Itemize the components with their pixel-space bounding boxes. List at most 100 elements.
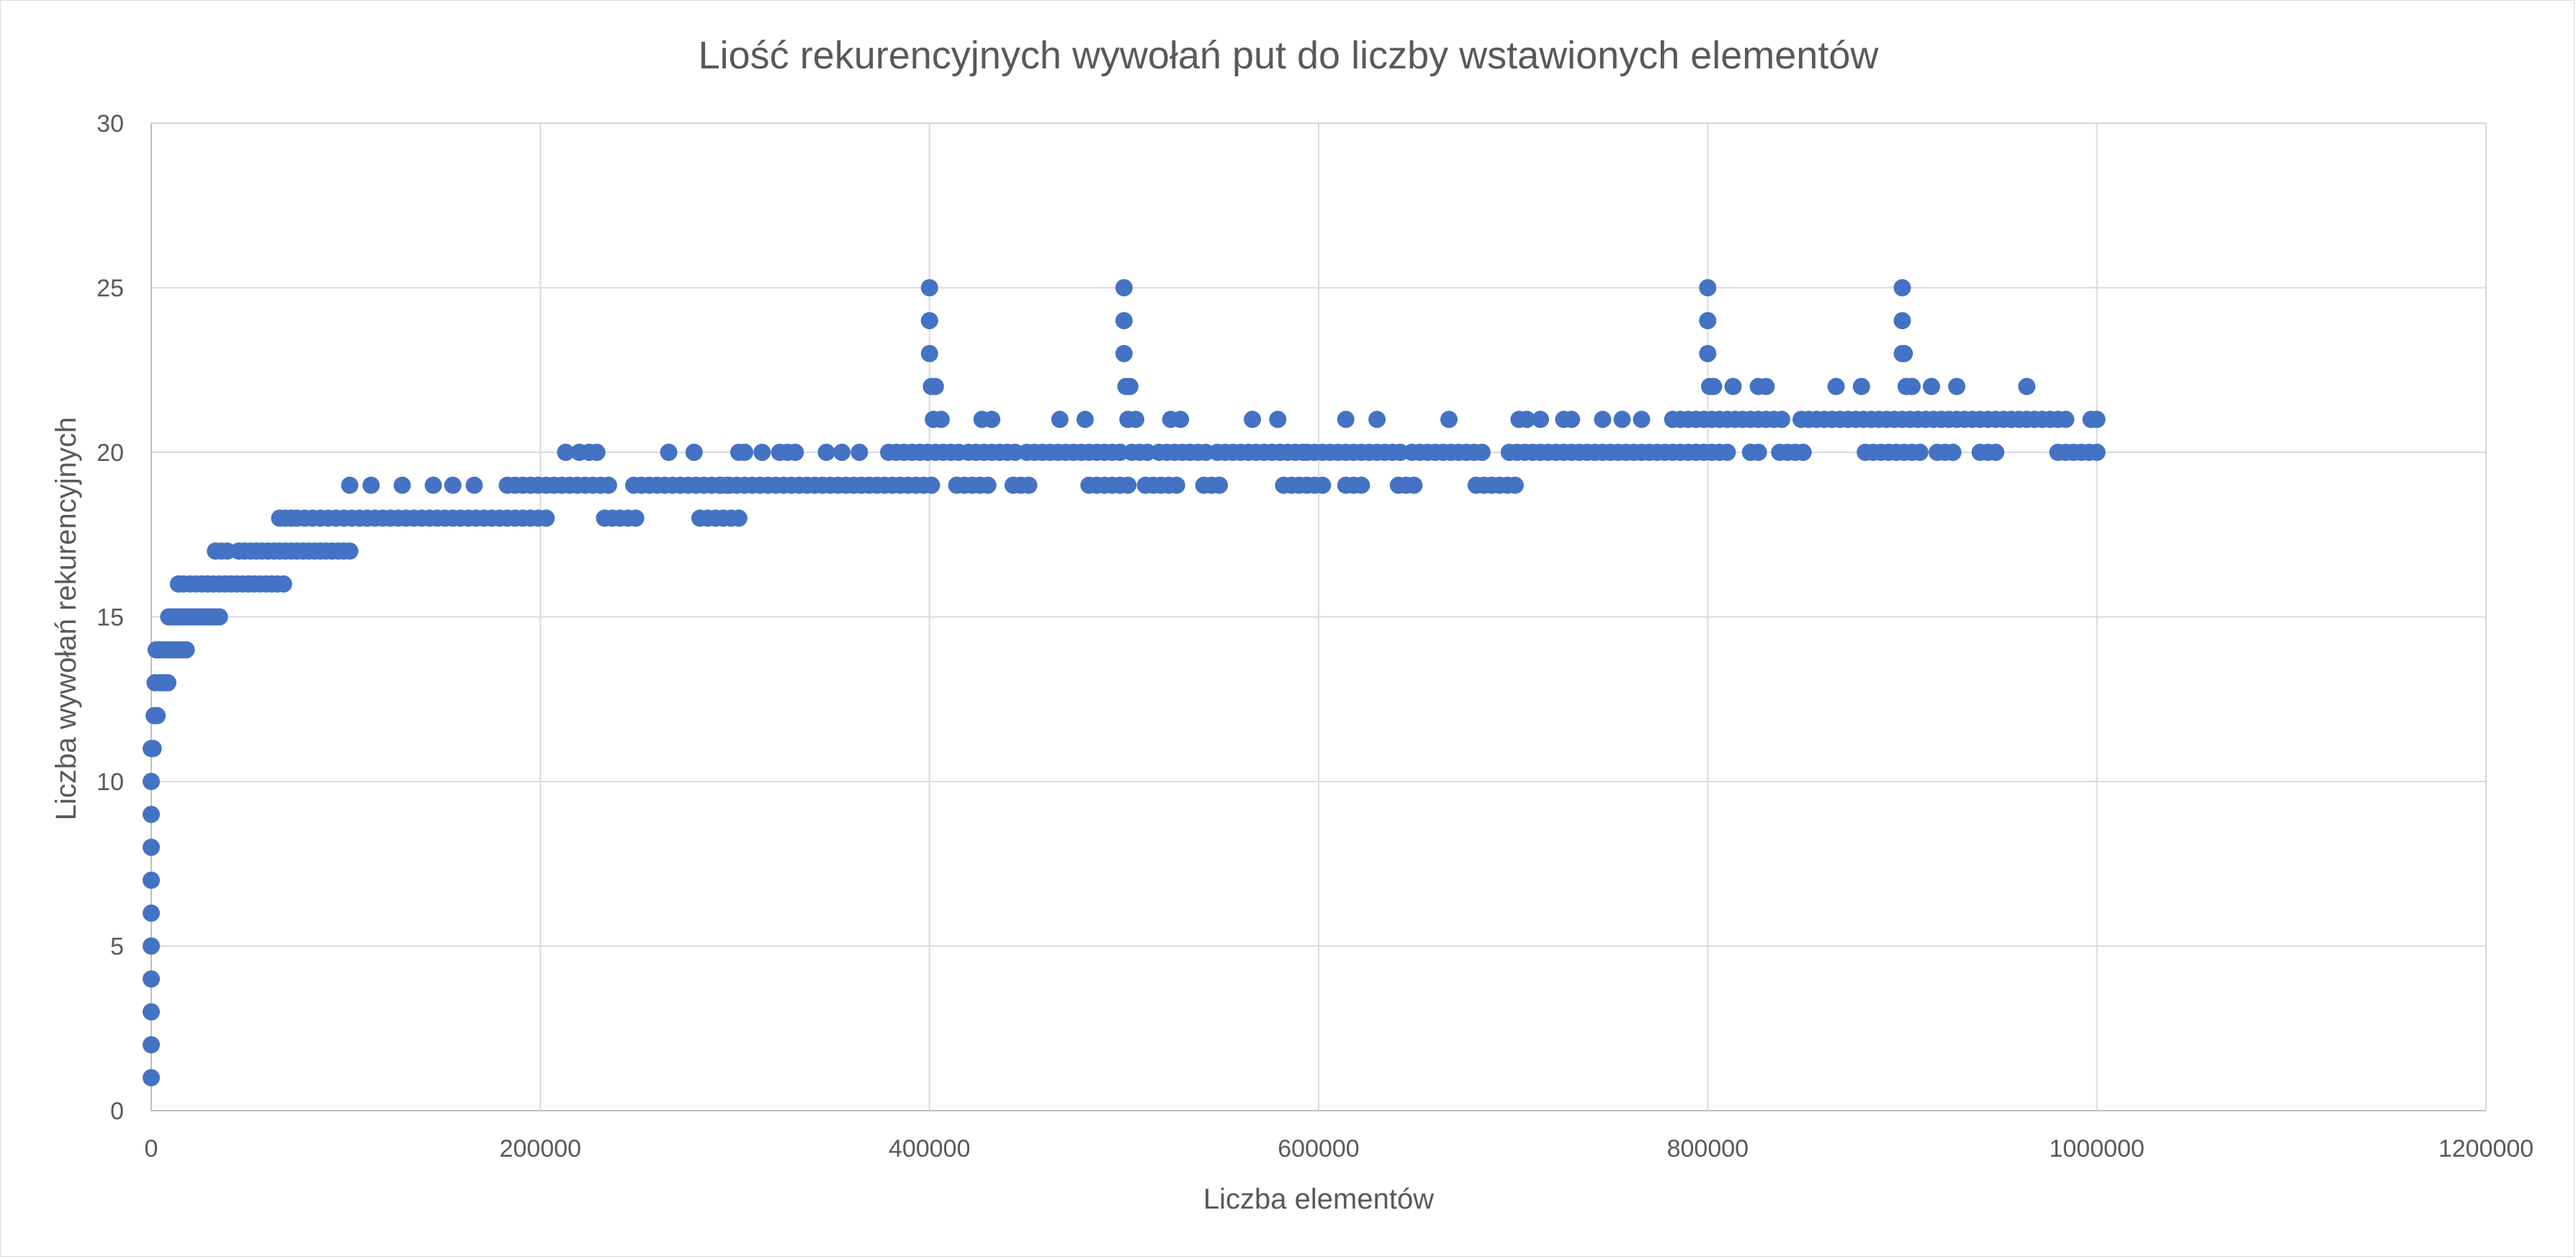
x-tick-label: 400000 <box>889 1135 970 1162</box>
data-point <box>143 1003 160 1021</box>
data-point <box>685 444 703 461</box>
data-point <box>599 476 617 494</box>
data-point <box>1244 411 1262 429</box>
x-tick-label: 600000 <box>1278 1135 1359 1162</box>
data-point <box>979 476 997 494</box>
data-point <box>817 444 835 461</box>
data-point <box>1115 312 1133 330</box>
data-point <box>851 444 869 461</box>
data-point <box>2057 411 2075 429</box>
data-point <box>557 444 575 461</box>
data-point <box>144 740 162 758</box>
data-point <box>1405 476 1423 494</box>
data-point <box>1903 377 1921 395</box>
data-point <box>660 444 678 461</box>
data-point <box>923 476 941 494</box>
data-point <box>274 575 292 593</box>
x-tick-label: 1000000 <box>2049 1135 2144 1162</box>
data-point <box>444 476 462 494</box>
y-tick-label: 20 <box>97 439 124 467</box>
data-point <box>1211 476 1229 494</box>
chart-title: Liość rekurencyjnych wywołań put do licz… <box>699 34 1880 77</box>
data-point <box>1115 279 1133 297</box>
data-point <box>1127 411 1144 429</box>
data-point <box>926 377 944 395</box>
data-point <box>1167 476 1185 494</box>
data-point <box>143 872 160 890</box>
data-point <box>1594 411 1612 429</box>
data-point <box>2018 377 2036 395</box>
data-point <box>932 411 950 429</box>
y-tick-label: 25 <box>97 275 124 303</box>
data-point <box>1473 444 1491 461</box>
data-point <box>1893 312 1911 330</box>
data-point <box>983 411 1001 429</box>
y-axis-title: Liczba wywołań rekurencyjnych <box>50 417 82 820</box>
data-point <box>1749 444 1767 461</box>
data-point <box>1440 411 1458 429</box>
data-point <box>1172 411 1190 429</box>
data-point <box>424 476 442 494</box>
data-point <box>1051 411 1069 429</box>
data-point <box>1895 344 1913 362</box>
data-point <box>1076 411 1094 429</box>
data-point <box>1368 411 1386 429</box>
data-point <box>537 509 555 527</box>
data-point <box>1314 476 1332 494</box>
data-point <box>1352 476 1370 494</box>
data-point <box>143 937 160 955</box>
data-point <box>1337 411 1355 429</box>
data-point <box>920 279 938 297</box>
y-tick-label: 0 <box>110 1098 124 1125</box>
data-point <box>730 509 748 527</box>
data-point <box>159 673 176 691</box>
data-point <box>1518 411 1536 429</box>
data-point <box>148 707 166 725</box>
x-tick-label: 200000 <box>500 1135 581 1162</box>
data-point <box>143 805 160 823</box>
data-point <box>753 444 771 461</box>
data-point <box>1020 476 1038 494</box>
data-point <box>1699 344 1717 362</box>
data-point <box>1718 444 1736 461</box>
data-point <box>786 444 804 461</box>
data-point <box>465 476 483 494</box>
data-point <box>1532 411 1549 429</box>
data-point <box>1948 377 1966 395</box>
data-point <box>1506 476 1524 494</box>
data-point <box>341 476 359 494</box>
data-point <box>393 476 411 494</box>
data-point <box>920 344 938 362</box>
data-point <box>1757 377 1775 395</box>
data-point <box>1613 411 1631 429</box>
data-point <box>1633 411 1651 429</box>
data-point <box>362 476 380 494</box>
data-point <box>1699 279 1717 297</box>
data-point <box>1794 444 1812 461</box>
data-point <box>1724 377 1742 395</box>
data-point <box>1827 377 1845 395</box>
y-tick-label: 5 <box>110 933 124 961</box>
gridlines <box>151 122 2487 1111</box>
data-point <box>143 1036 160 1054</box>
data-point <box>1115 344 1133 362</box>
data-point <box>1911 444 1929 461</box>
data-point <box>1563 411 1581 429</box>
data-point <box>833 444 851 461</box>
data-point <box>1852 377 1870 395</box>
data-point <box>588 444 606 461</box>
data-point <box>341 542 359 560</box>
data-point <box>1944 444 1962 461</box>
data-point <box>2088 411 2106 429</box>
x-tick-label: 0 <box>145 1135 158 1162</box>
tick-labels: 0 5 10 15 20 25 30 0 200000 400000 600000 800000 100… <box>97 110 2534 1162</box>
data-point <box>1705 377 1723 395</box>
data-point <box>143 970 160 988</box>
data-point <box>920 312 938 330</box>
data-point <box>177 641 195 659</box>
data-point <box>1121 377 1139 395</box>
data-point <box>143 1069 160 1087</box>
data-point <box>1699 312 1717 330</box>
